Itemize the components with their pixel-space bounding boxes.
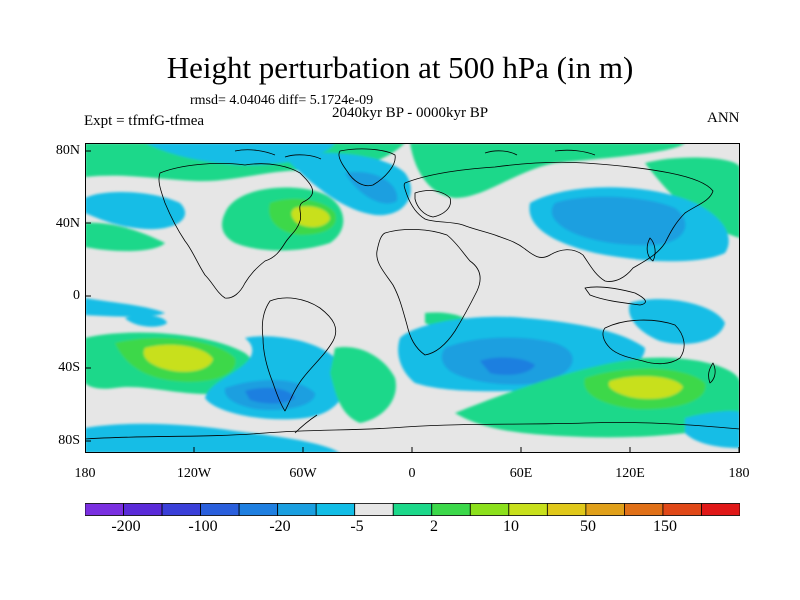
contour-blue-s-pacific-small — [125, 315, 167, 327]
contour-blue-east-australia — [629, 299, 725, 344]
contour-map — [85, 143, 740, 453]
colorbar-label: -20 — [269, 518, 291, 535]
colorbar-label: -200 — [111, 518, 141, 535]
coastline-north-america — [158, 163, 314, 299]
colorbar-swatch — [354, 503, 394, 516]
contour-yellow-atlantic — [291, 206, 330, 228]
coastlines — [85, 148, 740, 440]
y-tick-40n: 40N — [55, 216, 80, 231]
colorbar-swatch — [392, 503, 433, 516]
colorbar-swatch — [161, 503, 201, 516]
colorbar-label: -5 — [350, 518, 364, 535]
contour-blue-pacific-northwest — [85, 191, 186, 230]
x-tick-180e: 180 — [728, 466, 750, 481]
coastline-indonesia — [584, 286, 646, 306]
experiment-label: Expt = tfmfG-tfmea — [84, 113, 205, 129]
x-tick-0: 0 — [408, 466, 416, 481]
axis-ticks — [85, 150, 740, 453]
colorbar-swatch — [585, 503, 625, 516]
coastline-new-zealand — [708, 362, 716, 384]
colorbar-swatch — [546, 503, 587, 516]
season-label: ANN — [707, 110, 740, 126]
colorbar-swatch — [200, 503, 240, 516]
contour-darkblue-drake — [245, 387, 295, 404]
x-tick-60w: 60W — [289, 466, 317, 481]
time-period: 2040kyr BP - 0000kyr BP — [331, 105, 489, 121]
x-tick-120w: 120W — [176, 466, 212, 481]
rmsd-stats: rmsd= 4.04046 diff= 5.1724e-09 — [190, 93, 374, 108]
colorbar-label: -100 — [188, 518, 218, 535]
contour-darkblue-indian — [480, 357, 535, 375]
colorbar-swatch — [238, 503, 279, 516]
colorbar-swatch — [469, 503, 510, 516]
colorbar-swatch — [277, 503, 317, 516]
contour-midblue-greenland — [345, 172, 398, 204]
colorbar-swatch — [508, 503, 548, 516]
colorbar-swatch — [85, 503, 124, 516]
contour-yellow-southern-ocean — [608, 376, 683, 399]
chart-title: Height perturbation at 500 hPa (in m) — [166, 50, 634, 85]
colorbar-swatch — [123, 503, 163, 516]
colorbar-swatch — [662, 503, 702, 516]
coastline-australia — [602, 319, 685, 365]
contour-green-far-east-atlantic — [85, 222, 165, 252]
coastline-antarctica — [85, 422, 740, 440]
contour-yellow-south-pacific — [143, 344, 213, 372]
colorbar-swatch — [701, 503, 740, 516]
colorbar-label: 2 — [430, 518, 438, 535]
colorbar-label: 50 — [580, 518, 596, 535]
coastline-antarctic-peninsula — [294, 414, 318, 434]
colorbar-swatch — [315, 503, 356, 516]
colorbar-label: 150 — [653, 518, 677, 535]
x-tick-120e: 120E — [615, 466, 645, 481]
coastline-japan — [646, 237, 656, 262]
coastline-greenland — [338, 148, 396, 187]
colorbar — [85, 503, 740, 516]
contour-green-south-atlantic — [330, 347, 396, 423]
coastline-arctic-islands — [234, 149, 596, 160]
colorbar-swatch — [431, 503, 471, 516]
colorbar-label: 10 — [503, 518, 519, 535]
contour-blue-east-pacific — [85, 298, 165, 317]
y-tick-80s: 80S — [58, 433, 80, 448]
coastline-south-america — [261, 297, 337, 412]
contour-midblue-asia — [551, 196, 686, 246]
coastline-africa — [376, 229, 481, 356]
contour-blue-south-east-pacific — [685, 410, 740, 448]
y-tick-eq: 0 — [73, 288, 80, 303]
y-tick-40s: 40S — [58, 360, 80, 375]
colorbar-swatch — [624, 503, 664, 516]
coastline-eurasia — [403, 161, 714, 282]
coastline-europe — [414, 190, 451, 218]
y-tick-80n: 80N — [55, 143, 80, 158]
contour-green-eurasia-north — [410, 143, 685, 198]
x-tick-60e: 60E — [509, 466, 533, 481]
x-tick-180w: 180 — [74, 466, 96, 481]
contour-blue-antarctic — [85, 423, 340, 453]
